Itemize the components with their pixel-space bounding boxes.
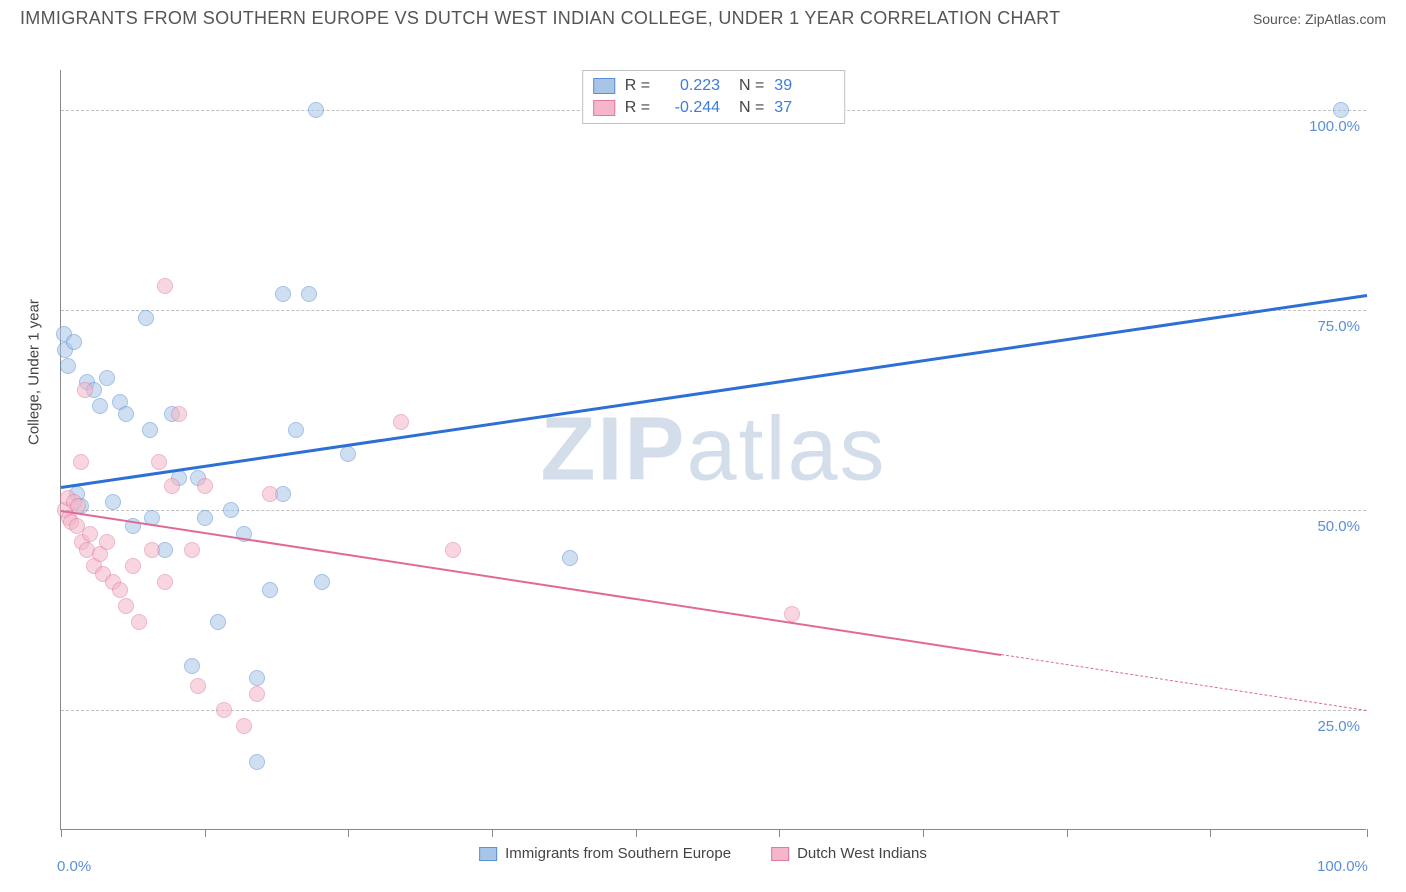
trend-line [1001,654,1367,711]
data-point [249,686,265,702]
trend-line [61,294,1367,488]
data-point [66,334,82,350]
x-tick-label: 100.0% [1317,858,1368,875]
data-point [197,510,213,526]
data-point [249,670,265,686]
r-value: -0.244 [660,99,720,117]
data-point [99,534,115,550]
data-point [144,542,160,558]
data-point [236,718,252,734]
n-label: N = [730,77,764,95]
data-point [118,406,134,422]
data-point [784,606,800,622]
data-point [1333,102,1349,118]
x-tick [492,829,493,837]
r-label: R = [625,77,650,95]
legend-series: Immigrants from Southern Europe Dutch Wes… [479,845,927,862]
data-point [262,582,278,598]
data-point [142,422,158,438]
y-tick-label: 100.0% [1290,118,1360,135]
series-name: Dutch West Indians [797,845,927,862]
data-point [445,542,461,558]
x-tick [61,829,62,837]
data-point [60,358,76,374]
data-point [73,454,89,470]
source-label: Source: ZipAtlas.com [1253,11,1386,27]
data-point [171,406,187,422]
data-point [393,414,409,430]
data-point [157,278,173,294]
data-point [184,658,200,674]
chart-container: College, Under 1 year ZIPatlas R = 0.223 … [20,40,1386,866]
data-point [308,102,324,118]
legend-stats: R = 0.223 N = 39 R = -0.244 N = 37 [582,70,846,124]
data-point [314,574,330,590]
x-tick [1067,829,1068,837]
legend-swatch [593,78,615,94]
y-tick-label: 25.0% [1290,718,1360,735]
grid-line [61,710,1366,711]
data-point [262,486,278,502]
data-point [210,614,226,630]
trend-line [61,510,1002,656]
legend-swatch [479,847,497,861]
x-tick [779,829,780,837]
data-point [340,446,356,462]
y-tick-label: 50.0% [1290,518,1360,535]
r-value: 0.223 [660,77,720,95]
y-tick-label: 75.0% [1290,318,1360,335]
data-point [197,478,213,494]
grid-line [61,310,1366,311]
series-name: Immigrants from Southern Europe [505,845,731,862]
x-tick [348,829,349,837]
x-tick [1367,829,1368,837]
x-tick [923,829,924,837]
n-label: N = [730,99,764,117]
plot-area: ZIPatlas R = 0.223 N = 39 R = -0.244 N = 37 2… [60,70,1366,830]
r-label: R = [625,99,650,117]
n-value: 39 [774,77,834,95]
data-point [105,494,121,510]
data-point [82,526,98,542]
data-point [112,582,128,598]
legend-stat-row: R = 0.223 N = 39 [593,75,835,97]
x-tick-label: 0.0% [57,858,91,875]
legend-swatch [593,100,615,116]
legend-swatch [771,847,789,861]
data-point [288,422,304,438]
x-tick [205,829,206,837]
data-point [92,398,108,414]
data-point [223,502,239,518]
data-point [151,454,167,470]
legend-item: Dutch West Indians [771,845,927,862]
data-point [216,702,232,718]
data-point [157,574,173,590]
x-tick [636,829,637,837]
data-point [77,382,93,398]
data-point [190,678,206,694]
y-axis-title: College, Under 1 year [26,299,43,445]
data-point [125,558,141,574]
chart-title: IMMIGRANTS FROM SOUTHERN EUROPE VS DUTCH… [20,8,1060,29]
data-point [131,614,147,630]
data-point [301,286,317,302]
legend-stat-row: R = -0.244 N = 37 [593,97,835,119]
data-point [275,286,291,302]
data-point [562,550,578,566]
legend-item: Immigrants from Southern Europe [479,845,731,862]
data-point [249,754,265,770]
watermark: ZIPatlas [540,398,886,501]
data-point [99,370,115,386]
data-point [184,542,200,558]
data-point [138,310,154,326]
data-point [164,478,180,494]
data-point [118,598,134,614]
grid-line [61,510,1366,511]
n-value: 37 [774,99,834,117]
x-tick [1210,829,1211,837]
